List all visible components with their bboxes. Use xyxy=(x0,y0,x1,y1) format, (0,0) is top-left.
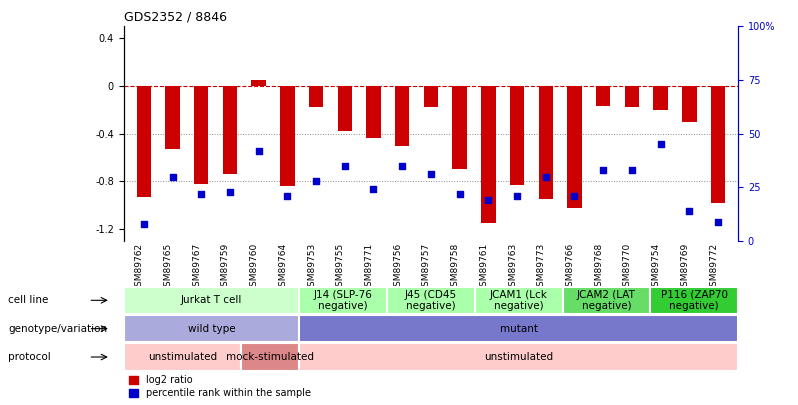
Text: GSM89759: GSM89759 xyxy=(221,243,230,292)
Point xyxy=(482,197,495,203)
Bar xyxy=(124,343,241,371)
Text: GSM89754: GSM89754 xyxy=(652,243,661,292)
Text: mutant: mutant xyxy=(500,324,538,334)
Point xyxy=(654,141,667,147)
Bar xyxy=(124,287,299,314)
Text: GSM89767: GSM89767 xyxy=(192,243,201,292)
Point xyxy=(166,173,179,180)
Legend: log2 ratio, percentile rank within the sample: log2 ratio, percentile rank within the s… xyxy=(128,375,311,399)
Text: cell line: cell line xyxy=(8,295,49,305)
Text: J45 (CD45
negative): J45 (CD45 negative) xyxy=(405,290,457,311)
Bar xyxy=(387,287,475,314)
Point xyxy=(281,193,294,199)
Point xyxy=(539,173,552,180)
Text: JCAM1 (Lck
negative): JCAM1 (Lck negative) xyxy=(490,290,547,311)
Point xyxy=(310,178,322,184)
Bar xyxy=(223,86,237,174)
Bar xyxy=(280,86,294,186)
Bar xyxy=(711,86,725,203)
Text: GSM89771: GSM89771 xyxy=(365,243,373,292)
Bar xyxy=(136,86,151,197)
Bar xyxy=(475,287,563,314)
Bar xyxy=(424,86,438,107)
Point xyxy=(425,171,437,178)
Text: GSM89773: GSM89773 xyxy=(537,243,546,292)
Bar xyxy=(299,287,387,314)
Text: Jurkat T cell: Jurkat T cell xyxy=(181,295,242,305)
Point xyxy=(195,190,207,197)
Text: GSM89758: GSM89758 xyxy=(451,243,460,292)
Bar xyxy=(596,86,610,106)
Text: GSM89765: GSM89765 xyxy=(164,243,172,292)
Bar xyxy=(481,86,496,223)
Bar xyxy=(567,86,582,208)
Bar xyxy=(395,86,409,145)
Text: GSM89770: GSM89770 xyxy=(623,243,632,292)
Text: wild type: wild type xyxy=(188,324,235,334)
Text: GSM89768: GSM89768 xyxy=(595,243,603,292)
Text: P116 (ZAP70
negative): P116 (ZAP70 negative) xyxy=(661,290,728,311)
Bar xyxy=(650,287,738,314)
Text: GSM89763: GSM89763 xyxy=(508,243,517,292)
Text: J14 (SLP-76
negative): J14 (SLP-76 negative) xyxy=(314,290,373,311)
Text: GSM89762: GSM89762 xyxy=(135,243,144,292)
Bar xyxy=(539,86,553,199)
Text: GSM89756: GSM89756 xyxy=(393,243,402,292)
Text: GDS2352 / 8846: GDS2352 / 8846 xyxy=(124,11,227,24)
Text: GSM89772: GSM89772 xyxy=(709,243,718,292)
Text: mock-stimulated: mock-stimulated xyxy=(226,352,314,362)
Point xyxy=(568,193,581,199)
Bar xyxy=(625,86,639,107)
Bar xyxy=(452,86,467,169)
Text: unstimulated: unstimulated xyxy=(484,352,553,362)
Point xyxy=(626,167,638,173)
Bar xyxy=(338,86,352,131)
Bar xyxy=(241,343,299,371)
Bar xyxy=(563,287,650,314)
Bar xyxy=(309,86,323,107)
Bar xyxy=(299,343,738,371)
Point xyxy=(511,193,523,199)
Point xyxy=(453,190,466,197)
Text: GSM89757: GSM89757 xyxy=(422,243,431,292)
Bar xyxy=(510,86,524,185)
Bar xyxy=(165,86,180,149)
Text: GSM89769: GSM89769 xyxy=(681,243,689,292)
Point xyxy=(367,186,380,193)
Point xyxy=(223,188,236,195)
Bar xyxy=(654,86,668,110)
Point xyxy=(683,208,696,214)
Text: genotype/variation: genotype/variation xyxy=(8,324,107,334)
Bar xyxy=(682,86,697,122)
Text: GSM89755: GSM89755 xyxy=(336,243,345,292)
Bar xyxy=(366,86,381,139)
Point xyxy=(137,221,150,227)
Text: GSM89764: GSM89764 xyxy=(279,243,287,292)
Text: JCAM2 (LAT
negative): JCAM2 (LAT negative) xyxy=(577,290,636,311)
Text: unstimulated: unstimulated xyxy=(148,352,217,362)
Point xyxy=(396,162,409,169)
Point xyxy=(712,218,725,225)
Bar xyxy=(124,315,299,342)
Bar xyxy=(194,86,208,184)
Bar xyxy=(299,315,738,342)
Text: GSM89753: GSM89753 xyxy=(307,243,316,292)
Bar xyxy=(251,80,266,86)
Text: GSM89766: GSM89766 xyxy=(566,243,575,292)
Text: GSM89761: GSM89761 xyxy=(480,243,488,292)
Text: GSM89760: GSM89760 xyxy=(250,243,259,292)
Point xyxy=(597,167,610,173)
Point xyxy=(338,162,351,169)
Text: protocol: protocol xyxy=(8,352,51,362)
Point xyxy=(252,147,265,154)
